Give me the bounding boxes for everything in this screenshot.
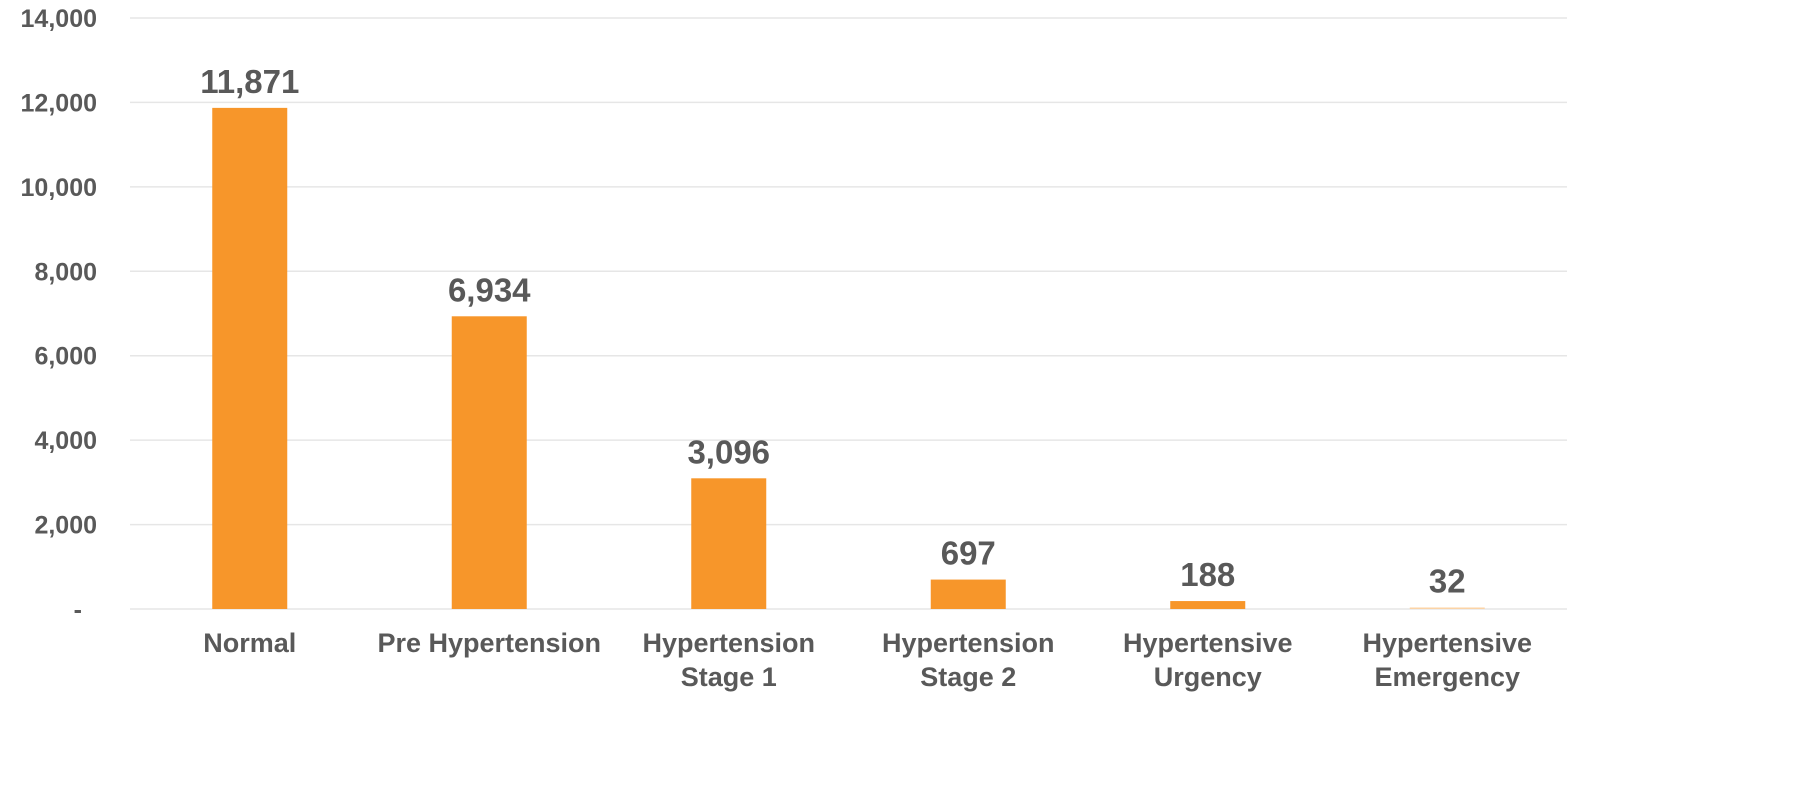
bar-1 — [451, 316, 527, 609]
gridlines — [130, 17, 1567, 610]
y-tick-label: - — [74, 596, 82, 624]
data-label: 697 — [941, 535, 996, 572]
category-label: Normal — [203, 628, 296, 658]
bars — [212, 107, 1485, 610]
data-label: 11,871 — [200, 63, 299, 100]
data-label: 6,934 — [448, 271, 531, 308]
category-label: Hypertensive — [1123, 628, 1293, 658]
bar-0 — [212, 107, 288, 610]
bar-5 — [1409, 607, 1485, 609]
bar-2 — [691, 478, 767, 609]
data-labels: 11,871 6,934 3,096 697 188 32 — [200, 63, 1465, 600]
category-label: Stage 1 — [681, 662, 777, 692]
y-tick-label: 14,000 — [21, 5, 97, 33]
category-label: Hypertensive — [1362, 628, 1532, 658]
y-tick-label: 8,000 — [34, 258, 97, 286]
y-tick-label: 4,000 — [34, 427, 97, 455]
y-axis-tick-labels: - 2,000 4,000 6,000 8,000 10,000 12,000 14,000 — [21, 5, 97, 624]
y-tick-label: 10,000 — [21, 174, 97, 202]
y-tick-label: 12,000 — [21, 89, 97, 117]
category-labels: Normal Pre Hypertension Hypertension Stage … — [203, 628, 1532, 692]
data-label: 188 — [1180, 556, 1235, 593]
category-label: Hypertension — [882, 628, 1055, 658]
category-label: Urgency — [1154, 662, 1262, 692]
category-label: Stage 2 — [920, 662, 1016, 692]
bar-3 — [930, 579, 1006, 609]
data-label: 32 — [1429, 563, 1466, 600]
category-label: Hypertension — [642, 628, 815, 658]
bar-4 — [1170, 601, 1246, 609]
category-label: Emergency — [1374, 662, 1520, 692]
data-label: 3,096 — [687, 433, 770, 470]
y-tick-label: 6,000 — [34, 343, 97, 371]
y-tick-label: 2,000 — [34, 512, 97, 540]
category-label: Pre Hypertension — [377, 628, 601, 658]
